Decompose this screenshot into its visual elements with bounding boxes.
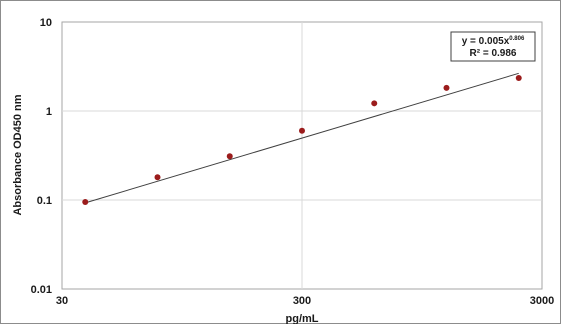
x-axis-title: pg/mL bbox=[286, 313, 319, 324]
x-tick-label: 300 bbox=[293, 295, 311, 307]
x-tick-label: 3000 bbox=[530, 295, 554, 307]
data-point bbox=[443, 84, 450, 91]
trendline-equation: y = 0.005x0.806 bbox=[462, 36, 525, 47]
grid-lines bbox=[62, 22, 542, 289]
y-tick-label: 0.1 bbox=[37, 195, 52, 207]
y-axis-title: Absorbance OD450 nm bbox=[12, 94, 24, 215]
y-tick-label: 10 bbox=[40, 17, 52, 29]
equation-box: y = 0.005x0.806 R² = 0.986 bbox=[450, 31, 536, 62]
data-point bbox=[371, 100, 378, 107]
x-tick-labels: 30 300 3000 bbox=[56, 295, 554, 307]
data-point bbox=[515, 74, 522, 81]
data-point bbox=[226, 153, 233, 160]
r-squared-label: R² = 0.986 bbox=[470, 48, 517, 59]
equation-exponent: 0.806 bbox=[509, 36, 525, 42]
y-tick-label: 1 bbox=[46, 106, 52, 118]
data-points bbox=[82, 74, 522, 205]
x-tick-label: 30 bbox=[56, 295, 68, 307]
y-tick-labels: 0.01 0.1 1 10 bbox=[31, 17, 52, 296]
data-point bbox=[154, 174, 161, 181]
equation-base: y = 0.005x bbox=[462, 36, 510, 47]
data-point bbox=[299, 127, 305, 134]
data-point bbox=[82, 198, 89, 205]
y-tick-label: 0.01 bbox=[31, 284, 52, 296]
power-trendline bbox=[85, 72, 519, 204]
equation-box-frame bbox=[450, 31, 536, 62]
